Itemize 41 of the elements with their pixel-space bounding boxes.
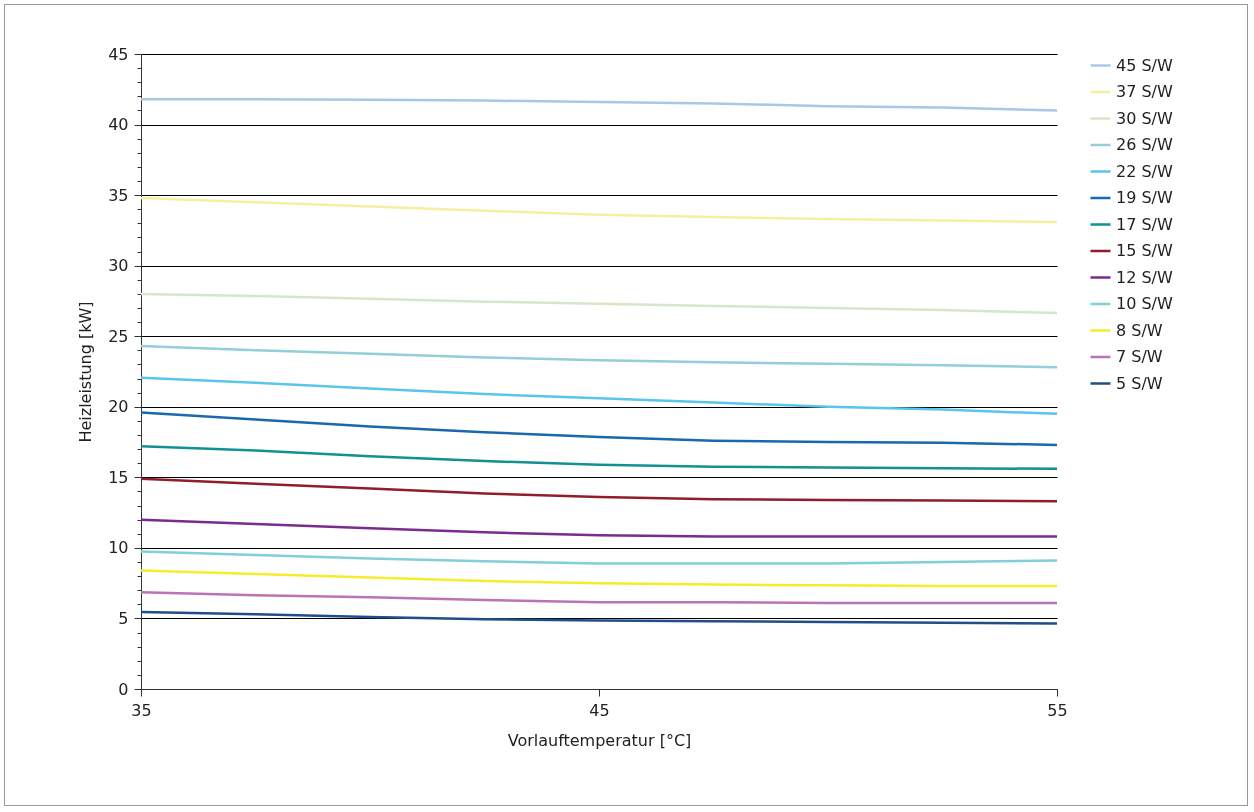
legend-label: 19 S/W (1116, 188, 1173, 207)
legend-label: 30 S/W (1116, 108, 1173, 128)
x-tick-label: 35 (131, 700, 152, 720)
legend-label: 15 S/W (1116, 241, 1173, 260)
y-tick-label: 5 (118, 608, 129, 628)
line-series (139, 550, 1059, 565)
y-tick-label: 30 (108, 256, 129, 276)
legend-label: 8 S/W (1116, 320, 1163, 340)
legend-label: 12 S/W (1116, 267, 1173, 287)
legend-label: 5 S/W (1116, 373, 1163, 393)
x-tick-label: 55 (1047, 700, 1068, 720)
legend-label: 10 S/W (1116, 294, 1173, 313)
legend-label: 45 S/W (1116, 55, 1173, 75)
line-series (139, 196, 1059, 224)
y-tick-label: 25 (108, 326, 129, 346)
y-tick-label: 0 (118, 679, 129, 699)
y-tick-label: 35 (108, 185, 129, 205)
y-tick-label: 10 (108, 538, 129, 558)
line-series (139, 445, 1059, 471)
y-tick-label: 40 (108, 115, 129, 135)
y-tick-label: 20 (108, 397, 129, 417)
line-series (139, 97, 1059, 112)
line-series (139, 569, 1059, 588)
line-series (139, 292, 1059, 315)
line-series (139, 376, 1059, 416)
line-series (139, 344, 1059, 369)
line-series (139, 591, 1059, 605)
y-tick-label: 15 (108, 467, 129, 487)
legend-label: 17 S/W (1116, 214, 1173, 234)
y-axis-title: Heizleistung [kW] (76, 301, 96, 443)
line-series (139, 610, 1059, 625)
line-series (139, 518, 1059, 538)
legend-label: 37 S/W (1116, 82, 1173, 101)
line-series (139, 411, 1059, 447)
y-tick-label: 45 (108, 44, 129, 64)
legend-label: 22 S/W (1116, 161, 1173, 181)
line-series (139, 477, 1059, 503)
x-tick-label: 45 (589, 700, 610, 720)
x-axis-title: Vorlauftemperatur [°C] (507, 730, 692, 750)
legend-label: 26 S/W (1116, 135, 1173, 154)
legend-label: 7 S/W (1116, 347, 1163, 366)
